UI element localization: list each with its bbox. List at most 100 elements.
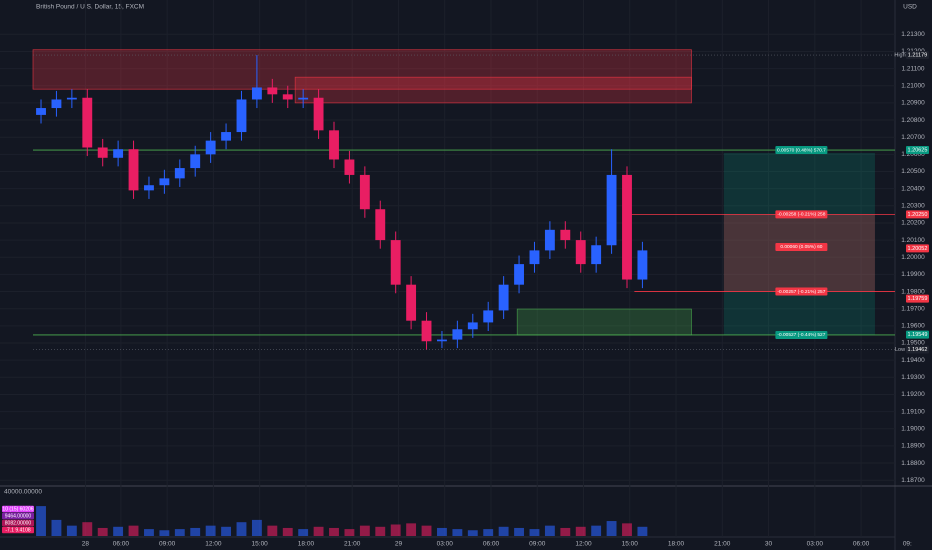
price-tag-label: 1.19549 [908, 332, 928, 338]
volume-bar [190, 527, 201, 536]
price-tag [906, 210, 929, 219]
price-tag-label: 1.19759 [908, 296, 928, 302]
zone [516, 308, 692, 336]
y-tick-label: 1.18700 [901, 477, 925, 484]
candle-body [36, 108, 46, 115]
y-tick-label: 1.21000 [901, 82, 925, 89]
volume-bar [390, 524, 401, 536]
candle-body [282, 94, 293, 100]
candle-body [529, 250, 540, 265]
y-tick-label: 1.20900 [901, 100, 925, 107]
volume-bar [313, 526, 324, 536]
candle-body [560, 229, 571, 241]
x-tick-label: 18:00 [668, 541, 685, 548]
x-tick-label: 29 [395, 541, 403, 548]
y-tick-label: 1.19500 [901, 340, 925, 347]
tool-label: 0.00570 (0.48%) 570.7 [777, 147, 826, 153]
low-line-label: Low [895, 347, 905, 353]
candle-body [622, 174, 632, 280]
volume-bar [437, 527, 447, 536]
volume-bar [236, 522, 247, 536]
tool-label: -0.00257 (-0.21%) 257 [777, 289, 825, 295]
candle-body [544, 229, 555, 251]
price-tag-label: 1.20625 [908, 148, 928, 154]
x-tick-label: 03:00 [807, 541, 824, 548]
indicator-label: 10 (15) 60206 [2, 506, 33, 512]
tool-label: -0.00527 (-0.44%) 527 [777, 332, 825, 338]
y-tick-label: 1.20800 [901, 117, 925, 124]
volume-bar [637, 526, 648, 536]
volume-bar [359, 525, 370, 536]
candle-body [128, 149, 139, 191]
volume-scale-label: 40000.00000 [4, 489, 42, 496]
price-tag [906, 244, 929, 253]
y-tick-label: 1.20400 [901, 185, 925, 192]
volume-bar [560, 527, 571, 536]
candle-body [190, 154, 201, 169]
x-tick-label: 09: [903, 541, 912, 548]
y-tick-label: 1.19200 [901, 391, 925, 398]
y-tick-label: 1.19900 [901, 271, 925, 278]
candle-body [575, 240, 586, 265]
tool-label-box [775, 330, 828, 339]
price-tag-label: 1.20052 [908, 246, 928, 252]
price-tag [906, 51, 929, 60]
candle-body [221, 132, 231, 141]
indicator-tag [2, 526, 34, 534]
volume-bar [344, 529, 355, 536]
x-tick-label: 06:00 [483, 541, 500, 548]
candle-body [344, 159, 355, 175]
volume-bar [452, 529, 463, 536]
price-tag [906, 294, 929, 303]
volume-bar [575, 526, 586, 536]
volume-bar [97, 527, 108, 536]
chart-title: British Pound / U.S. Dollar, 15, FXCM [36, 4, 144, 11]
y-tick-label: 1.20500 [901, 168, 925, 175]
y-tick-label: 1.19400 [901, 357, 925, 364]
y-tick-label: 1.18800 [901, 460, 925, 467]
loss-area [723, 214, 875, 292]
y-tick-label: 1.19600 [901, 323, 925, 330]
price-tag-label: 1.19462 [908, 347, 928, 353]
y-tick-label: 1.20600 [901, 151, 925, 158]
volume-bar [221, 526, 231, 536]
candle-body [437, 339, 447, 342]
x-tick-label: 09:00 [529, 541, 546, 548]
volume-bar [282, 527, 293, 536]
candle-body [483, 310, 494, 323]
candle-body [452, 329, 463, 340]
y-tick-label: 1.21100 [901, 65, 924, 72]
x-tick-label: 12:00 [575, 541, 592, 548]
indicator-tag [2, 505, 34, 513]
tool-label-box [775, 210, 828, 219]
volume-bar [467, 530, 478, 536]
volume-bar [113, 526, 124, 536]
indicator-tag [2, 519, 34, 527]
volume-bar [514, 527, 524, 536]
indicator-label: 8082.00000 [5, 520, 32, 526]
x-tick-label: 03:00 [437, 541, 454, 548]
x-tick-label: 12:00 [205, 541, 222, 548]
candle-body [298, 97, 309, 100]
x-tick-label: 15:00 [252, 541, 269, 548]
volume-bar [606, 521, 617, 536]
candle-body [421, 320, 432, 342]
candle-body [591, 245, 602, 265]
tool-label-box [775, 146, 828, 155]
y-tick-label: 1.20000 [901, 254, 925, 261]
volume-bar [159, 530, 170, 536]
volume-bar [144, 529, 154, 536]
high-line-label: High [894, 53, 905, 59]
candle-body [606, 174, 617, 246]
volume-bar [267, 525, 278, 536]
y-tick-label: 1.20700 [901, 134, 925, 141]
candle-body [159, 178, 170, 186]
indicator-tag [2, 512, 34, 520]
candle-body [498, 284, 509, 311]
price-tag [906, 330, 929, 339]
volume-bar [174, 529, 185, 536]
x-tick-label: 15:00 [622, 541, 639, 548]
volume-bar [329, 527, 339, 536]
